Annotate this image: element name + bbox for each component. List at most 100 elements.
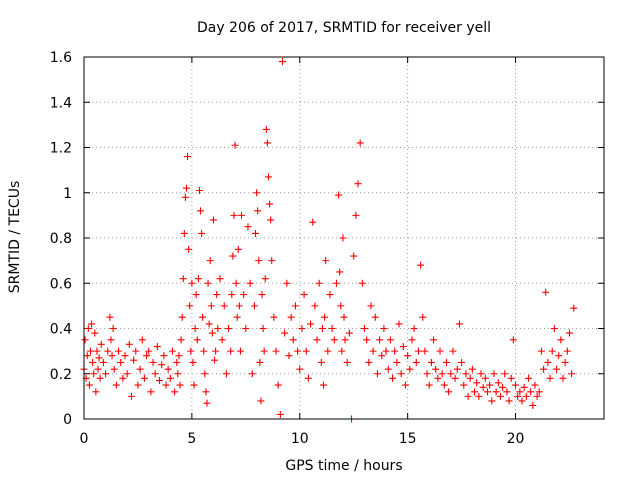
data-point xyxy=(529,401,537,409)
data-point xyxy=(479,383,487,391)
data-point xyxy=(252,229,260,237)
data-point xyxy=(350,252,358,260)
data-point xyxy=(298,325,306,332)
data-point xyxy=(533,392,541,400)
data-point xyxy=(191,325,199,332)
data-point xyxy=(236,347,244,355)
data-point xyxy=(289,336,297,344)
data-point xyxy=(248,370,256,378)
data-point xyxy=(263,139,271,147)
data-point xyxy=(255,257,263,265)
data-point xyxy=(363,336,371,344)
data-point xyxy=(401,381,409,389)
data-point xyxy=(490,370,498,378)
data-point xyxy=(171,388,179,396)
data-point xyxy=(240,291,248,299)
data-point xyxy=(451,374,459,382)
data-point xyxy=(494,379,502,387)
y-tick-label: 0.2 xyxy=(50,367,72,383)
data-point xyxy=(488,397,496,405)
data-point xyxy=(434,374,442,382)
data-point xyxy=(216,275,224,283)
data-point xyxy=(99,358,107,366)
data-point xyxy=(166,374,174,382)
data-point xyxy=(92,388,100,396)
data-point xyxy=(378,352,386,360)
data-point xyxy=(176,381,184,389)
data-point xyxy=(336,268,344,276)
data-point xyxy=(421,347,429,355)
data-point xyxy=(404,352,412,360)
data-point xyxy=(320,381,328,389)
data-point xyxy=(509,336,517,344)
data-point xyxy=(309,218,317,226)
data-point xyxy=(222,370,230,378)
data-point xyxy=(156,377,164,385)
data-point xyxy=(127,392,135,400)
data-point xyxy=(546,374,554,382)
data-point xyxy=(190,381,198,389)
data-point xyxy=(134,381,142,389)
data-point xyxy=(209,216,217,224)
data-point xyxy=(561,358,569,366)
data-point xyxy=(315,279,323,287)
data-point xyxy=(471,388,479,396)
data-point xyxy=(505,397,513,405)
data-point xyxy=(354,180,362,188)
data-point xyxy=(108,352,116,360)
data-point xyxy=(516,388,524,396)
data-point xyxy=(419,313,427,321)
data-point xyxy=(117,358,125,366)
data-point xyxy=(414,347,422,355)
data-point xyxy=(408,336,416,344)
data-point xyxy=(499,383,507,391)
data-point xyxy=(447,370,455,378)
data-point xyxy=(242,325,250,332)
data-point xyxy=(158,361,166,369)
data-point xyxy=(356,139,364,147)
data-point xyxy=(187,347,195,355)
data-point xyxy=(235,302,243,310)
data-point xyxy=(186,302,194,310)
data-point xyxy=(179,275,187,283)
data-point xyxy=(123,370,131,378)
data-point xyxy=(136,365,144,373)
plot-frame xyxy=(83,56,605,420)
data-point xyxy=(406,365,414,373)
data-point xyxy=(527,388,535,396)
data-point xyxy=(326,291,334,299)
data-point xyxy=(185,245,193,253)
data-point xyxy=(204,279,212,287)
data-point xyxy=(145,347,153,355)
data-point xyxy=(250,302,258,310)
data-point xyxy=(531,381,539,389)
data-point xyxy=(287,313,295,321)
data-point xyxy=(318,325,326,332)
data-point xyxy=(178,313,186,321)
data-point xyxy=(230,211,238,219)
data-point xyxy=(507,374,515,382)
data-point xyxy=(208,329,216,337)
data-point xyxy=(90,370,98,378)
data-point xyxy=(175,352,183,360)
data-point xyxy=(261,275,269,283)
data-point xyxy=(147,388,155,396)
data-point xyxy=(86,347,94,355)
data-point xyxy=(232,279,240,287)
data-point xyxy=(520,383,528,391)
data-point xyxy=(233,313,241,321)
data-point xyxy=(563,347,571,355)
data-point xyxy=(177,336,185,344)
data-point xyxy=(380,325,388,332)
data-point xyxy=(313,336,321,344)
data-point xyxy=(109,325,117,332)
y-tick-label: 0 xyxy=(63,412,72,428)
data-point xyxy=(535,388,543,396)
data-point xyxy=(389,374,397,382)
data-point xyxy=(266,200,274,208)
data-point xyxy=(194,275,202,283)
data-point xyxy=(518,397,526,405)
data-point xyxy=(203,399,211,407)
data-point xyxy=(432,365,440,373)
data-point xyxy=(244,223,252,231)
